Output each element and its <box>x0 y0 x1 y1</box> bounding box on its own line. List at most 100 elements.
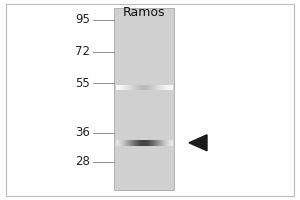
Bar <box>126 85 127 90</box>
Bar <box>149 140 150 146</box>
Bar <box>165 140 166 146</box>
Bar <box>150 85 151 90</box>
Bar <box>142 85 143 90</box>
Bar <box>152 85 153 90</box>
Bar <box>169 85 170 90</box>
Bar <box>130 85 131 90</box>
Bar <box>151 140 152 146</box>
Bar <box>146 85 147 90</box>
Bar <box>148 85 149 90</box>
Bar <box>164 140 165 146</box>
Bar <box>116 140 117 146</box>
Bar <box>161 140 162 146</box>
Bar <box>123 140 124 146</box>
Bar <box>132 85 133 90</box>
Bar <box>159 140 160 146</box>
Bar <box>122 85 123 90</box>
Bar <box>126 140 127 146</box>
Bar <box>146 140 147 146</box>
Bar <box>160 140 161 146</box>
Bar <box>134 140 135 146</box>
Text: 36: 36 <box>75 126 90 139</box>
Bar <box>120 140 121 146</box>
Bar <box>160 85 161 90</box>
Bar <box>125 85 126 90</box>
Bar <box>168 85 169 90</box>
Bar <box>124 140 125 146</box>
Bar <box>129 85 130 90</box>
Bar <box>123 85 124 90</box>
Text: 28: 28 <box>75 155 90 168</box>
Bar <box>143 85 145 90</box>
Bar <box>142 140 143 146</box>
Bar <box>169 85 171 90</box>
Bar <box>140 85 141 90</box>
Bar <box>122 140 123 146</box>
Bar <box>164 85 165 90</box>
Bar <box>148 140 149 146</box>
Bar <box>167 140 168 146</box>
Bar <box>168 140 169 146</box>
Bar <box>162 140 163 146</box>
Bar <box>166 140 167 146</box>
Bar <box>131 140 132 146</box>
Bar <box>154 85 155 90</box>
Bar <box>133 85 134 90</box>
Bar <box>119 85 120 90</box>
Text: 72: 72 <box>75 45 90 58</box>
Bar <box>167 85 168 90</box>
Bar <box>114 8 174 190</box>
Bar <box>129 140 130 146</box>
Bar <box>139 85 140 90</box>
Text: Ramos: Ramos <box>123 6 165 19</box>
Bar <box>128 140 129 146</box>
Bar <box>117 140 119 146</box>
Bar <box>169 140 170 146</box>
Bar <box>156 85 157 90</box>
Bar <box>158 85 159 90</box>
Bar <box>171 140 172 146</box>
Bar <box>134 85 135 90</box>
Bar <box>153 140 154 146</box>
Bar <box>118 140 119 146</box>
Text: 55: 55 <box>75 77 90 90</box>
Bar <box>161 85 162 90</box>
Bar <box>158 140 159 146</box>
Bar <box>119 140 120 146</box>
Bar <box>169 140 171 146</box>
Bar <box>136 85 137 90</box>
Bar <box>117 85 119 90</box>
Bar <box>152 140 153 146</box>
Bar <box>135 85 136 90</box>
Bar <box>155 140 156 146</box>
Bar <box>149 85 150 90</box>
Polygon shape <box>189 135 207 151</box>
Bar <box>153 85 154 90</box>
Bar <box>151 85 152 90</box>
Bar <box>131 85 132 90</box>
Bar <box>145 85 146 90</box>
Bar <box>140 140 141 146</box>
Bar <box>132 140 133 146</box>
Bar <box>155 85 156 90</box>
Bar <box>156 140 157 146</box>
Bar <box>121 140 122 146</box>
Bar <box>127 140 128 146</box>
Bar <box>118 85 119 90</box>
Bar <box>171 85 172 90</box>
Bar <box>150 140 151 146</box>
Bar <box>130 140 131 146</box>
Bar <box>141 85 142 90</box>
Bar <box>120 85 121 90</box>
Bar <box>135 140 136 146</box>
Bar <box>128 85 129 90</box>
Bar <box>125 140 126 146</box>
Bar <box>163 85 164 90</box>
Bar <box>116 85 117 90</box>
Bar <box>139 140 140 146</box>
Bar <box>136 140 137 146</box>
Bar <box>137 85 138 90</box>
Bar <box>121 85 122 90</box>
Bar <box>127 85 128 90</box>
Bar <box>143 140 145 146</box>
